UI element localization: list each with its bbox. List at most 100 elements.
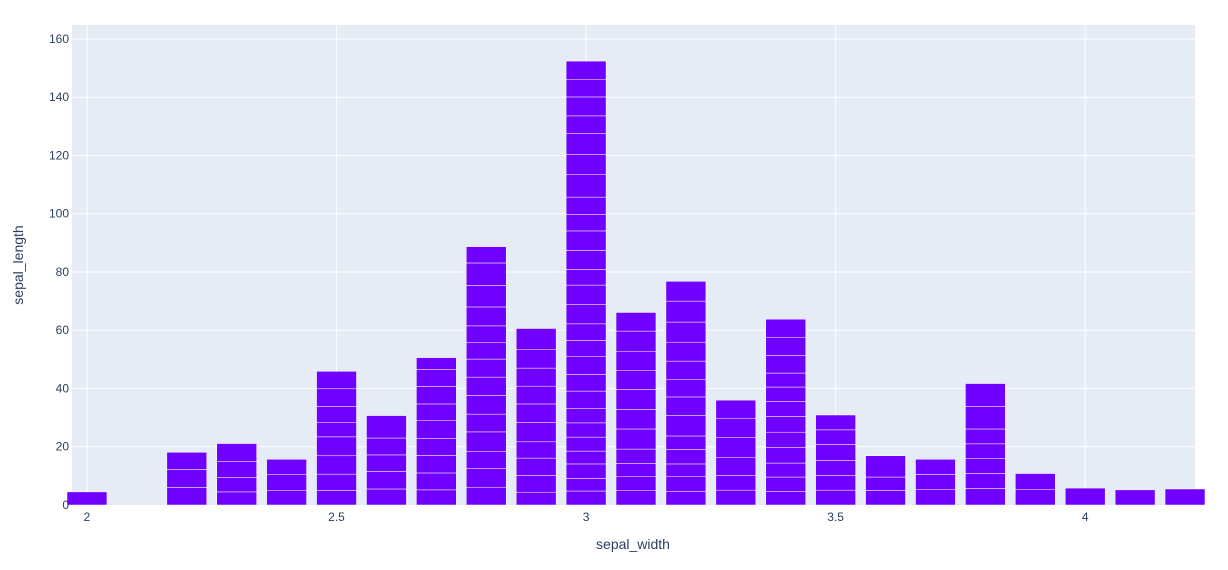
- x-tick-label: 2.5: [328, 510, 345, 524]
- bar-segment: [416, 419, 457, 439]
- bar-segment: [366, 488, 407, 506]
- x-tick-label: 3.5: [827, 510, 844, 524]
- bar-segment: [466, 358, 507, 378]
- bar-segment: [416, 369, 457, 387]
- bar-segment: [665, 321, 707, 343]
- bar: [266, 459, 307, 506]
- bar-segment: [765, 372, 806, 388]
- bar-segment: [466, 376, 507, 396]
- bar: [66, 491, 108, 506]
- bar-segment: [565, 269, 607, 286]
- bar-segment: [915, 474, 956, 490]
- bar-segment: [416, 403, 457, 421]
- bar-segment: [515, 367, 557, 387]
- bar-segment: [915, 459, 956, 475]
- bar-segment: [565, 450, 607, 465]
- bar-segment: [1015, 489, 1056, 506]
- bar-segment: [615, 448, 657, 464]
- bar: [316, 371, 357, 506]
- bar-segment: [815, 414, 856, 431]
- bar-segment: [665, 449, 707, 465]
- bar-segment: [565, 422, 607, 438]
- bar-segment: [765, 491, 806, 506]
- bar-segment: [865, 455, 906, 478]
- bar-segment: [715, 437, 757, 458]
- bar-segment: [416, 357, 457, 370]
- bar-segment: [466, 395, 507, 415]
- bar-segment: [466, 325, 507, 344]
- bar-segment: [466, 285, 507, 308]
- bar: [366, 415, 407, 506]
- bar-segment: [565, 284, 607, 305]
- x-tick-label: 4: [1082, 510, 1089, 524]
- bar-segment: [466, 246, 507, 264]
- bar-segment: [565, 250, 607, 270]
- bar: [515, 328, 557, 506]
- bar-segment: [965, 473, 1006, 489]
- bar-segment: [815, 429, 856, 445]
- bar-segment: [565, 154, 607, 175]
- bar-segment: [216, 461, 257, 478]
- bar-segment: [466, 486, 507, 506]
- bar-segment: [615, 428, 657, 450]
- bar-segment: [765, 401, 806, 417]
- x-tick-labels: 2 2.5 3 3.5 4: [84, 510, 1089, 524]
- bar-segment: [316, 455, 357, 475]
- bar-segment: [765, 462, 806, 478]
- y-tick-label: 120: [49, 148, 69, 162]
- bar-segment: [565, 463, 607, 479]
- bar-segment: [665, 476, 707, 492]
- y-tick-label: 40: [56, 381, 70, 395]
- bar-segment: [316, 371, 357, 390]
- bar-segment: [565, 304, 607, 325]
- bar: [665, 281, 707, 506]
- bar-segment: [1114, 489, 1156, 506]
- bar-segment: [366, 454, 407, 472]
- bar: [1015, 473, 1056, 506]
- bar-segment: [515, 457, 557, 476]
- bar-segment: [515, 422, 557, 443]
- bar-segment: [316, 388, 357, 407]
- bar-segment: [466, 451, 507, 469]
- bar-segment: [366, 471, 407, 490]
- bar-segment: [665, 281, 707, 302]
- bar-segment: [765, 355, 806, 374]
- bar: [865, 455, 906, 506]
- bar-segment: [565, 115, 607, 134]
- bar-segment: [615, 476, 657, 491]
- bar-segment: [615, 409, 657, 430]
- bar-segment: [665, 491, 707, 506]
- bar-segment: [266, 459, 307, 475]
- bar-segment: [565, 340, 607, 357]
- bar-segment: [466, 306, 507, 327]
- y-tick-label: 100: [49, 207, 69, 221]
- bar-segment: [416, 489, 457, 506]
- bar-segment: [216, 491, 257, 506]
- bar-segment: [166, 469, 208, 488]
- bar-segment: [965, 458, 1006, 474]
- bar-segment: [965, 406, 1006, 430]
- bar-segment: [715, 456, 757, 476]
- bar: [715, 399, 757, 506]
- y-tick-label: 140: [49, 90, 69, 104]
- bar-segment: [466, 413, 507, 433]
- bar-segment: [416, 472, 457, 491]
- bar-segment: [66, 491, 108, 506]
- bar-segment: [216, 477, 257, 493]
- bar-segment: [615, 389, 657, 410]
- bar-segment: [466, 342, 507, 360]
- bar-segment: [466, 262, 507, 286]
- bar-segment: [1015, 473, 1056, 490]
- bar-segment: [615, 463, 657, 477]
- bar-segment: [665, 379, 707, 398]
- bar-segment: [416, 438, 457, 456]
- bar-segment: [665, 341, 707, 362]
- y-tick-label: 80: [56, 265, 70, 279]
- bar-segment: [615, 370, 657, 390]
- bar-segment: [715, 475, 757, 491]
- bar-segment: [565, 230, 607, 251]
- y-tick-label: 20: [56, 440, 70, 454]
- bar: [216, 443, 257, 506]
- bar-segment: [565, 133, 607, 155]
